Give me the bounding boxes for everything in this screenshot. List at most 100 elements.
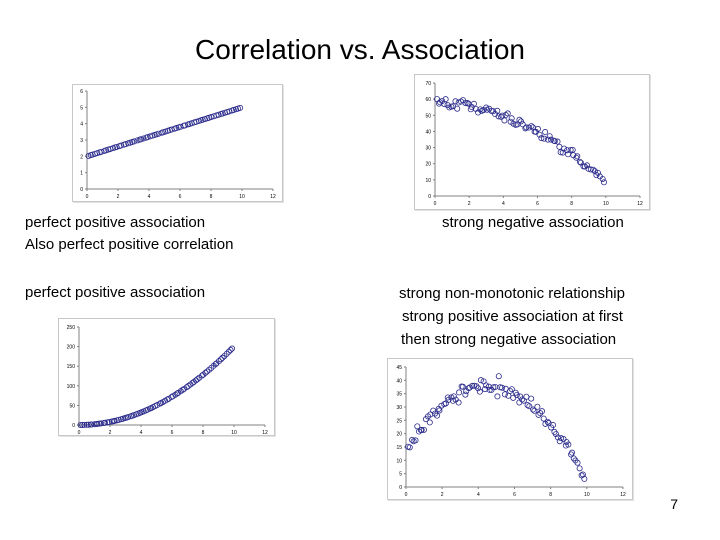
- data-point: [522, 125, 529, 132]
- data-point: [106, 419, 113, 426]
- data-point: [476, 388, 483, 395]
- y-tick-label: 150: [67, 364, 76, 370]
- data-point: [131, 138, 138, 145]
- data-point: [115, 416, 122, 423]
- data-point: [454, 105, 461, 112]
- data-point: [202, 369, 209, 376]
- y-tick-label: 200: [67, 345, 76, 351]
- y-tick-label: 40: [396, 378, 402, 384]
- x-tick-label: 0: [434, 201, 437, 207]
- data-point: [544, 136, 551, 143]
- y-tick-label: 1: [80, 171, 83, 177]
- data-point: [414, 423, 421, 430]
- data-point: [587, 166, 594, 173]
- data-point: [524, 402, 531, 409]
- y-tick-label: 30: [425, 146, 431, 152]
- data-point: [208, 114, 215, 121]
- data-point: [574, 459, 581, 466]
- data-point: [576, 465, 583, 472]
- data-point: [469, 382, 476, 389]
- data-point: [504, 110, 511, 117]
- data-point: [177, 388, 184, 395]
- y-tick-label: 45: [396, 365, 402, 371]
- data-point: [532, 128, 539, 135]
- data-point: [83, 421, 90, 428]
- data-point: [518, 118, 525, 125]
- data-point: [438, 402, 445, 409]
- data-point: [573, 154, 580, 161]
- chart-quadratic: 0 2 4 6 8 10 12 0 50 100 150 200 250: [67, 325, 268, 435]
- data-point: [538, 408, 545, 415]
- data-point: [508, 386, 515, 393]
- caption-quadratic: perfect positive association: [25, 282, 205, 304]
- y-tick-label: 0: [428, 194, 431, 200]
- y-tick-label: 0: [80, 187, 83, 193]
- data-point: [406, 444, 413, 451]
- y-tick-label: 10: [396, 458, 402, 464]
- data-point: [459, 383, 466, 390]
- data-point: [227, 347, 234, 354]
- data-point: [477, 377, 484, 384]
- data-point: [499, 112, 506, 119]
- x-tick-label: 2: [441, 492, 444, 498]
- data-point: [534, 403, 541, 410]
- y-tick-label: 20: [396, 432, 402, 438]
- data-point: [215, 111, 222, 118]
- x-tick-label: 2: [109, 430, 112, 435]
- data-point: [444, 394, 451, 401]
- y-tick-label: 2: [80, 154, 83, 160]
- data-point: [426, 419, 433, 426]
- data-point: [550, 422, 557, 429]
- data-point: [495, 373, 502, 380]
- data-point: [462, 100, 469, 107]
- x-tick-label: 10: [603, 201, 609, 207]
- data-point: [519, 396, 526, 403]
- data-point: [536, 131, 543, 138]
- data-point: [516, 116, 523, 123]
- data-point: [98, 420, 105, 427]
- data-point: [490, 108, 497, 115]
- y-tick-label: 0: [399, 485, 402, 491]
- caption-nonmonotonic-line2: strong positive association at first: [402, 308, 623, 325]
- data-point: [590, 166, 597, 173]
- y-tick-label: 15: [396, 445, 402, 451]
- data-point: [574, 153, 581, 160]
- x-tick-label: 10: [231, 430, 237, 435]
- data-point: [180, 386, 187, 393]
- x-tick-label: 2: [468, 201, 471, 207]
- x-tick-label: 12: [270, 194, 276, 200]
- data-point: [559, 149, 566, 156]
- data-point: [508, 115, 515, 122]
- data-point: [519, 121, 526, 128]
- data-point: [427, 411, 434, 418]
- x-tick-label: 6: [171, 430, 174, 435]
- data-point: [541, 135, 548, 142]
- data-point: [576, 158, 583, 165]
- chart-nonmonotonic: 0 2 4 6 8 10 12 0 5 10 15 20 25 30 35 40 45: [396, 365, 626, 498]
- data-point: [554, 434, 561, 441]
- data-point: [470, 100, 477, 107]
- y-tick-label: 25: [396, 418, 402, 424]
- data-point: [583, 162, 590, 169]
- y-tick-label: 40: [425, 129, 431, 135]
- data-point: [517, 393, 524, 400]
- data-point: [494, 393, 501, 400]
- data-point: [594, 169, 601, 176]
- data-point: [507, 387, 514, 394]
- data-point: [194, 376, 201, 383]
- data-point: [111, 417, 118, 424]
- data-point: [237, 104, 244, 111]
- y-tick-label: 5: [399, 472, 402, 478]
- x-tick-label: 12: [262, 430, 268, 435]
- data-point: [528, 395, 535, 402]
- chart-panel-linear: 0 2 4 6 8 10 12 0 1 2 3 4 5 6: [72, 84, 283, 202]
- caption-negative-line1: strong negative association: [442, 214, 624, 231]
- data-point: [561, 145, 568, 152]
- data-point: [85, 421, 92, 428]
- data-point: [223, 350, 230, 357]
- x-tick-label: 10: [239, 194, 245, 200]
- x-tick-label: 6: [536, 201, 539, 207]
- caption-quadratic-line1: perfect positive association: [25, 284, 206, 301]
- x-tick-label: 8: [210, 194, 213, 200]
- data-point: [542, 129, 549, 136]
